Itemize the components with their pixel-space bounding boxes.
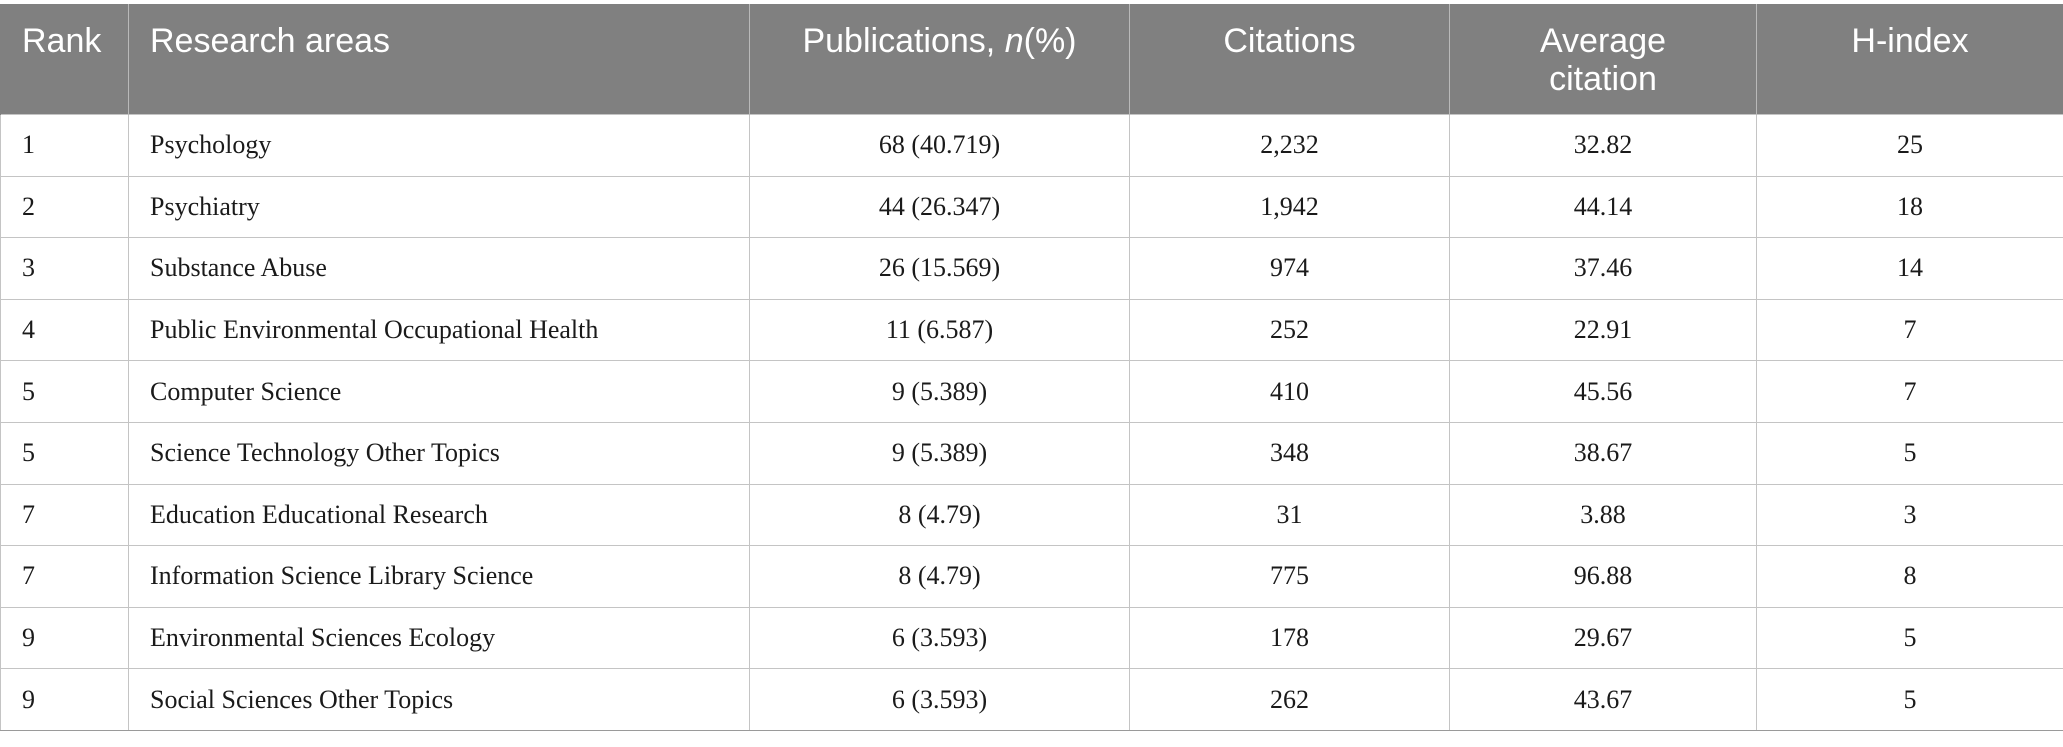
header-h-index: H-index <box>1756 4 2063 115</box>
cell-average-citation: 3.88 <box>1449 483 1757 547</box>
cell-rank: 5 <box>0 360 129 423</box>
cell-publications: 26 (15.569) <box>749 237 1130 300</box>
cell-research-area: Information Science Library Science <box>128 545 750 608</box>
cell-h-index: 7 <box>1756 298 2063 362</box>
cell-research-area: Science Technology Other Topics <box>128 421 750 485</box>
cell-rank: 9 <box>0 668 129 731</box>
header-rank: Rank <box>0 4 129 115</box>
cell-rank: 7 <box>0 545 129 608</box>
cell-research-area: Education Educational Research <box>128 483 750 547</box>
cell-average-citation: 37.46 <box>1449 237 1757 300</box>
cell-rank: 3 <box>0 237 129 300</box>
cell-h-index: 8 <box>1756 545 2063 608</box>
research-areas-table: Rank Research areas Publications, n(%) C… <box>0 4 2063 731</box>
table-row: 4 Public Environmental Occupational Healt… <box>0 298 2063 362</box>
table-body: 1 Psychology 68 (40.719) 2,232 32.82 25 2 Psych… <box>0 114 2063 731</box>
table-row: 3 Substance Abuse 26 (15.569) 974 37.46 14 <box>0 237 2063 300</box>
cell-h-index: 25 <box>1756 114 2063 177</box>
cell-rank: 9 <box>0 606 129 670</box>
cell-average-citation: 29.67 <box>1449 606 1757 670</box>
cell-average-citation: 96.88 <box>1449 545 1757 608</box>
cell-research-area: Computer Science <box>128 360 750 423</box>
cell-rank: 2 <box>0 175 129 239</box>
table-header: Rank Research areas Publications, n(%) C… <box>0 4 2063 115</box>
cell-average-citation: 44.14 <box>1449 175 1757 239</box>
cell-publications: 8 (4.79) <box>749 483 1130 547</box>
cell-citations: 252 <box>1129 298 1450 362</box>
cell-average-citation: 45.56 <box>1449 360 1757 423</box>
cell-h-index: 18 <box>1756 175 2063 239</box>
cell-publications: 44 (26.347) <box>749 175 1130 239</box>
cell-citations: 2,232 <box>1129 114 1450 177</box>
cell-h-index: 5 <box>1756 421 2063 485</box>
cell-citations: 178 <box>1129 606 1450 670</box>
header-publications-prefix: Publications, <box>802 22 1005 60</box>
cell-citations: 974 <box>1129 237 1450 300</box>
cell-publications: 8 (4.79) <box>749 545 1130 608</box>
cell-publications: 6 (3.593) <box>749 668 1130 731</box>
table-row: 7 Education Educational Research 8 (4.79) 3… <box>0 483 2063 547</box>
cell-citations: 348 <box>1129 421 1450 485</box>
table-row: 7 Information Science Library Science 8 (4… <box>0 545 2063 608</box>
cell-publications: 68 (40.719) <box>749 114 1130 177</box>
cell-publications: 6 (3.593) <box>749 606 1130 670</box>
cell-publications: 11 (6.587) <box>749 298 1130 362</box>
cell-research-area: Public Environmental Occupational Health <box>128 298 750 362</box>
header-research-areas: Research areas <box>128 4 750 115</box>
header-average-citation-line1: Average <box>1539 22 1667 60</box>
cell-rank: 1 <box>0 114 129 177</box>
cell-citations: 1,942 <box>1129 175 1450 239</box>
cell-h-index: 5 <box>1756 606 2063 670</box>
table-row: 2 Psychiatry 44 (26.347) 1,942 44.14 18 <box>0 175 2063 239</box>
cell-citations: 410 <box>1129 360 1450 423</box>
cell-research-area: Environmental Sciences Ecology <box>128 606 750 670</box>
cell-citations: 775 <box>1129 545 1450 608</box>
cell-h-index: 5 <box>1756 668 2063 731</box>
header-citations: Citations <box>1129 4 1450 115</box>
cell-research-area: Substance Abuse <box>128 237 750 300</box>
header-publications-suffix: (%) <box>1023 22 1077 60</box>
table-row: 5 Science Technology Other Topics 9 (5.389… <box>0 421 2063 485</box>
table-row: 9 Social Sciences Other Topics 6 (3.593) 26… <box>0 668 2063 731</box>
cell-citations: 262 <box>1129 668 1450 731</box>
cell-h-index: 3 <box>1756 483 2063 547</box>
cell-average-citation: 43.67 <box>1449 668 1757 731</box>
header-row: Rank Research areas Publications, n(%) C… <box>0 4 2063 115</box>
header-average-citation-line2: citation <box>1549 60 1657 98</box>
cell-research-area: Psychology <box>128 114 750 177</box>
cell-rank: 7 <box>0 483 129 547</box>
cell-h-index: 7 <box>1756 360 2063 423</box>
cell-research-area: Social Sciences Other Topics <box>128 668 750 731</box>
cell-research-area: Psychiatry <box>128 175 750 239</box>
table-row: 5 Computer Science 9 (5.389) 410 45.56 7 <box>0 360 2063 423</box>
cell-h-index: 14 <box>1756 237 2063 300</box>
table-row: 1 Psychology 68 (40.719) 2,232 32.82 25 <box>0 114 2063 177</box>
cell-average-citation: 38.67 <box>1449 421 1757 485</box>
header-publications-n: n <box>1004 22 1024 60</box>
cell-publications: 9 (5.389) <box>749 421 1130 485</box>
table-row: 9 Environmental Sciences Ecology 6 (3.593)… <box>0 606 2063 670</box>
cell-publications: 9 (5.389) <box>749 360 1130 423</box>
cell-rank: 4 <box>0 298 129 362</box>
cell-rank: 5 <box>0 421 129 485</box>
header-publications: Publications, n(%) <box>749 4 1130 115</box>
cell-citations: 31 <box>1129 483 1450 547</box>
header-average-citation: Average citation <box>1449 4 1757 115</box>
cell-average-citation: 22.91 <box>1449 298 1757 362</box>
cell-average-citation: 32.82 <box>1449 114 1757 177</box>
